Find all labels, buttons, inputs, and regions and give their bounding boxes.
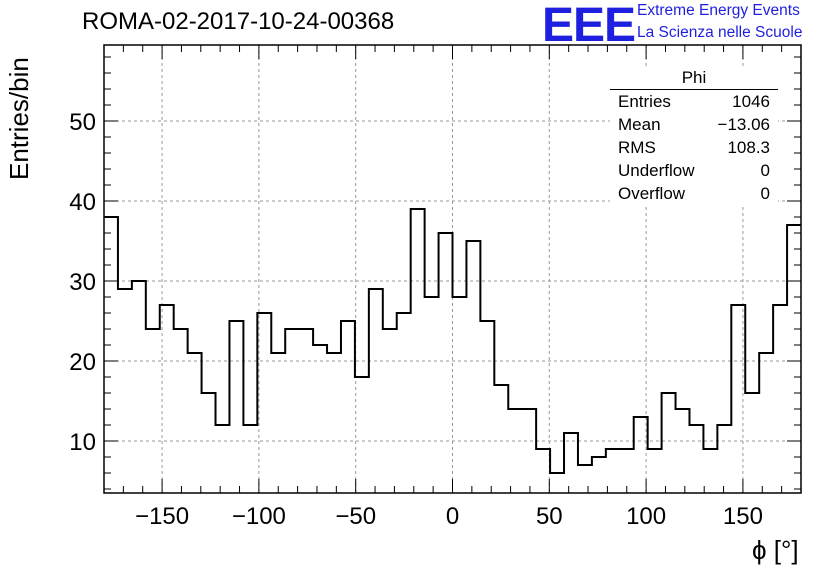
stats-row-underflow: Underflow 0 bbox=[610, 159, 778, 182]
stats-label: Overflow bbox=[618, 184, 686, 203]
stats-value: 1046 bbox=[732, 92, 770, 111]
stats-label: Entries bbox=[618, 92, 671, 111]
histogram-series bbox=[104, 208, 801, 474]
y-tick-label: 20 bbox=[69, 349, 96, 376]
logo-line-1: Extreme Energy Events bbox=[637, 2, 800, 19]
x-tick-label: −50 bbox=[335, 503, 376, 530]
x-axis-label: ϕ [°] bbox=[752, 535, 799, 565]
stats-value: −13.06 bbox=[717, 115, 770, 134]
stats-label: Mean bbox=[618, 115, 661, 134]
x-tick-label: 150 bbox=[723, 503, 763, 530]
stats-row-entries: Entries 1046 bbox=[610, 90, 778, 113]
stats-label: RMS bbox=[618, 138, 656, 157]
x-tick-label: 0 bbox=[446, 503, 459, 530]
y-tick-label: 10 bbox=[69, 429, 96, 456]
stats-row-mean: Mean −13.06 bbox=[610, 113, 778, 136]
x-tick-label: −100 bbox=[232, 503, 286, 530]
stats-value: 0 bbox=[760, 184, 770, 203]
stats-value: 0 bbox=[760, 161, 770, 180]
stats-title: Phi bbox=[610, 67, 778, 90]
stats-label: Underflow bbox=[618, 161, 695, 180]
stats-value: 108.3 bbox=[727, 138, 770, 157]
chart-title: ROMA-02-2017-10-24-00368 bbox=[82, 8, 395, 35]
y-tick-label: 50 bbox=[69, 109, 96, 136]
y-tick-label: 40 bbox=[69, 189, 96, 216]
eee-logo: EEE bbox=[542, 0, 636, 52]
stats-row-overflow: Overflow 0 bbox=[610, 182, 778, 205]
stats-row-rms: RMS 108.3 bbox=[610, 136, 778, 159]
y-tick-label: 30 bbox=[69, 269, 96, 296]
x-tick-label: 100 bbox=[626, 503, 666, 530]
y-axis-label: Entries/bin bbox=[4, 57, 34, 180]
x-tick-label: −150 bbox=[135, 503, 189, 530]
x-tick-label: 50 bbox=[536, 503, 563, 530]
stats-box: Phi Entries 1046 Mean −13.06 RMS 108.3 U… bbox=[610, 67, 778, 205]
logo-line-2: La Scienza nelle Scuole bbox=[637, 24, 803, 41]
